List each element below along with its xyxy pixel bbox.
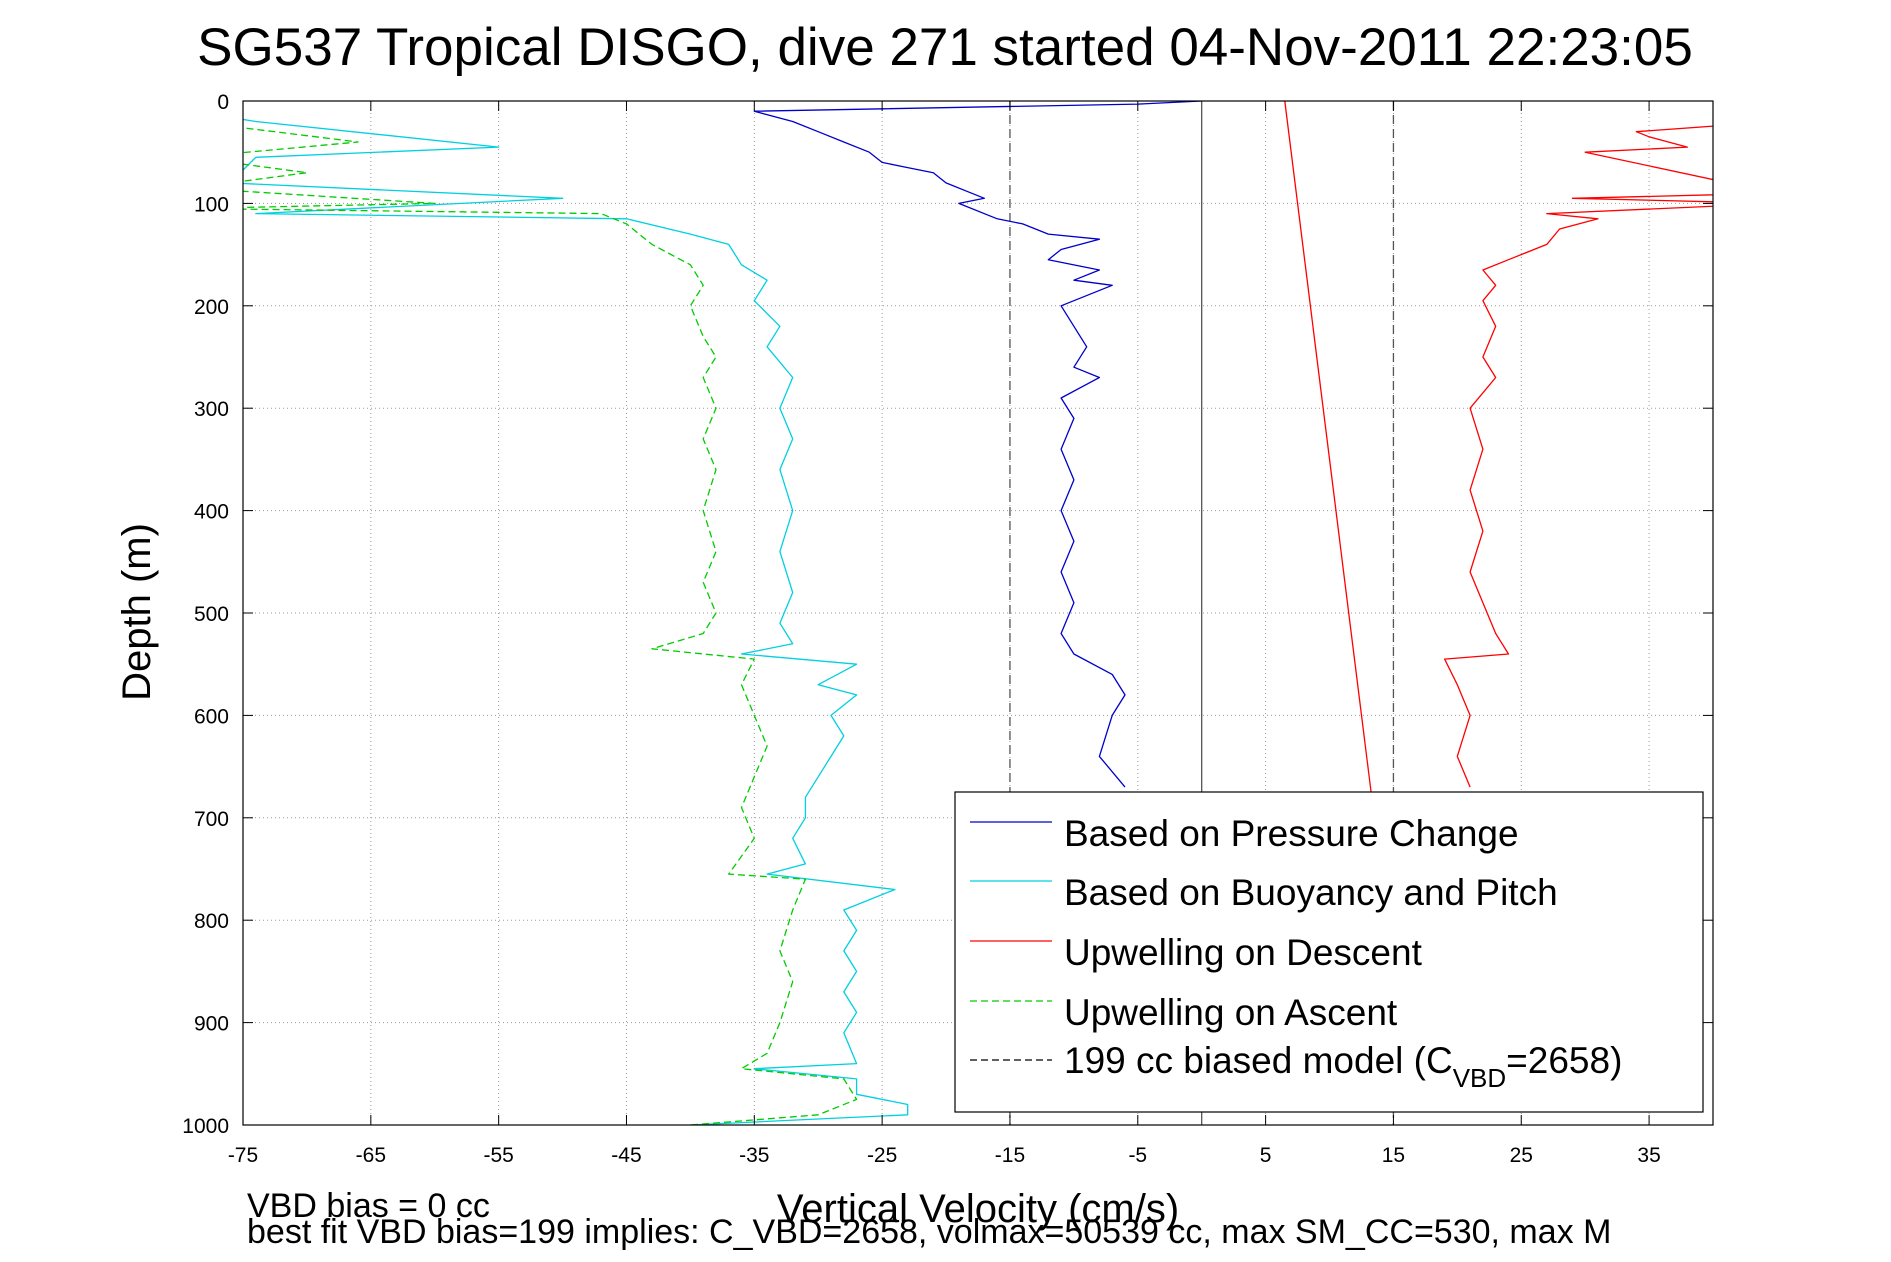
legend-model-subscript: VBD bbox=[1453, 1063, 1506, 1093]
series-line-1 bbox=[753, 101, 1202, 788]
y-tick-label: 600 bbox=[194, 705, 229, 728]
x-axis-label: Vertical Velocity (cm/s) bbox=[777, 1187, 1179, 1231]
x-tick-label: 25 bbox=[1510, 1144, 1533, 1167]
y-tick-label: 300 bbox=[194, 398, 229, 421]
x-tick-label: -15 bbox=[995, 1144, 1025, 1167]
series-line-4 bbox=[243, 127, 858, 1125]
y-tick-label: 900 bbox=[194, 1013, 229, 1036]
y-tick-label: 500 bbox=[194, 603, 229, 626]
chart-title: SG537 Tropical DISGO, dive 271 started 0… bbox=[197, 18, 1693, 77]
legend-model-end: =2658) bbox=[1506, 1040, 1622, 1081]
x-tick-label: -35 bbox=[739, 1144, 769, 1167]
footer-line-2: best fit VBD bias=199 implies: C_VBD=265… bbox=[247, 1213, 1611, 1251]
legend-label-model: 199 cc biased model (CVBD=2658) bbox=[1064, 1040, 1622, 1093]
series-line-2 bbox=[243, 118, 909, 1125]
y-tick-label: 200 bbox=[194, 296, 229, 319]
y-tick-label: 0 bbox=[217, 91, 229, 114]
x-tick-label: -5 bbox=[1128, 1144, 1147, 1167]
x-tick-label: 35 bbox=[1637, 1144, 1660, 1167]
x-ticks: -75 -65 -55 -45 -35 -25 -15 -5 5 15 25 35 bbox=[228, 101, 1661, 1167]
x-tick-label: -45 bbox=[611, 1144, 641, 1167]
legend-label-buoyancy: Based on Buoyancy and Pitch bbox=[1064, 872, 1558, 913]
x-tick-label: -75 bbox=[228, 1144, 258, 1167]
y-tick-label: 1000 bbox=[182, 1115, 229, 1138]
y-tick-label: 100 bbox=[194, 193, 229, 216]
series-line-3 bbox=[1443, 125, 1713, 788]
legend-label-ascent: Upwelling on Ascent bbox=[1064, 992, 1398, 1033]
y-tick-label: 400 bbox=[194, 501, 229, 524]
y-tick-label: 800 bbox=[194, 910, 229, 933]
x-tick-label: -25 bbox=[867, 1144, 897, 1167]
series-line-5 bbox=[1284, 101, 1375, 818]
y-ticks: 0 100 200 300 400 500 600 700 800 900 1000 bbox=[182, 91, 1713, 1138]
legend: Based on Pressure Change Based on Buoyan… bbox=[954, 791, 1704, 1113]
legend-label-descent: Upwelling on Descent bbox=[1064, 932, 1423, 973]
series-layer bbox=[243, 101, 1713, 1125]
y-tick-label: 700 bbox=[194, 808, 229, 831]
legend-label-pressure: Based on Pressure Change bbox=[1064, 813, 1519, 854]
x-tick-label: 15 bbox=[1382, 1144, 1405, 1167]
x-tick-label: -55 bbox=[483, 1144, 513, 1167]
x-tick-label: -65 bbox=[356, 1144, 386, 1167]
y-axis-label: Depth (m) bbox=[115, 523, 159, 701]
legend-box bbox=[954, 791, 1704, 1113]
footer-line-1: VBD bias = 0 cc bbox=[247, 1187, 490, 1225]
legend-model-main: 199 cc biased model (C bbox=[1064, 1040, 1453, 1081]
x-tick-label: 5 bbox=[1260, 1144, 1272, 1167]
